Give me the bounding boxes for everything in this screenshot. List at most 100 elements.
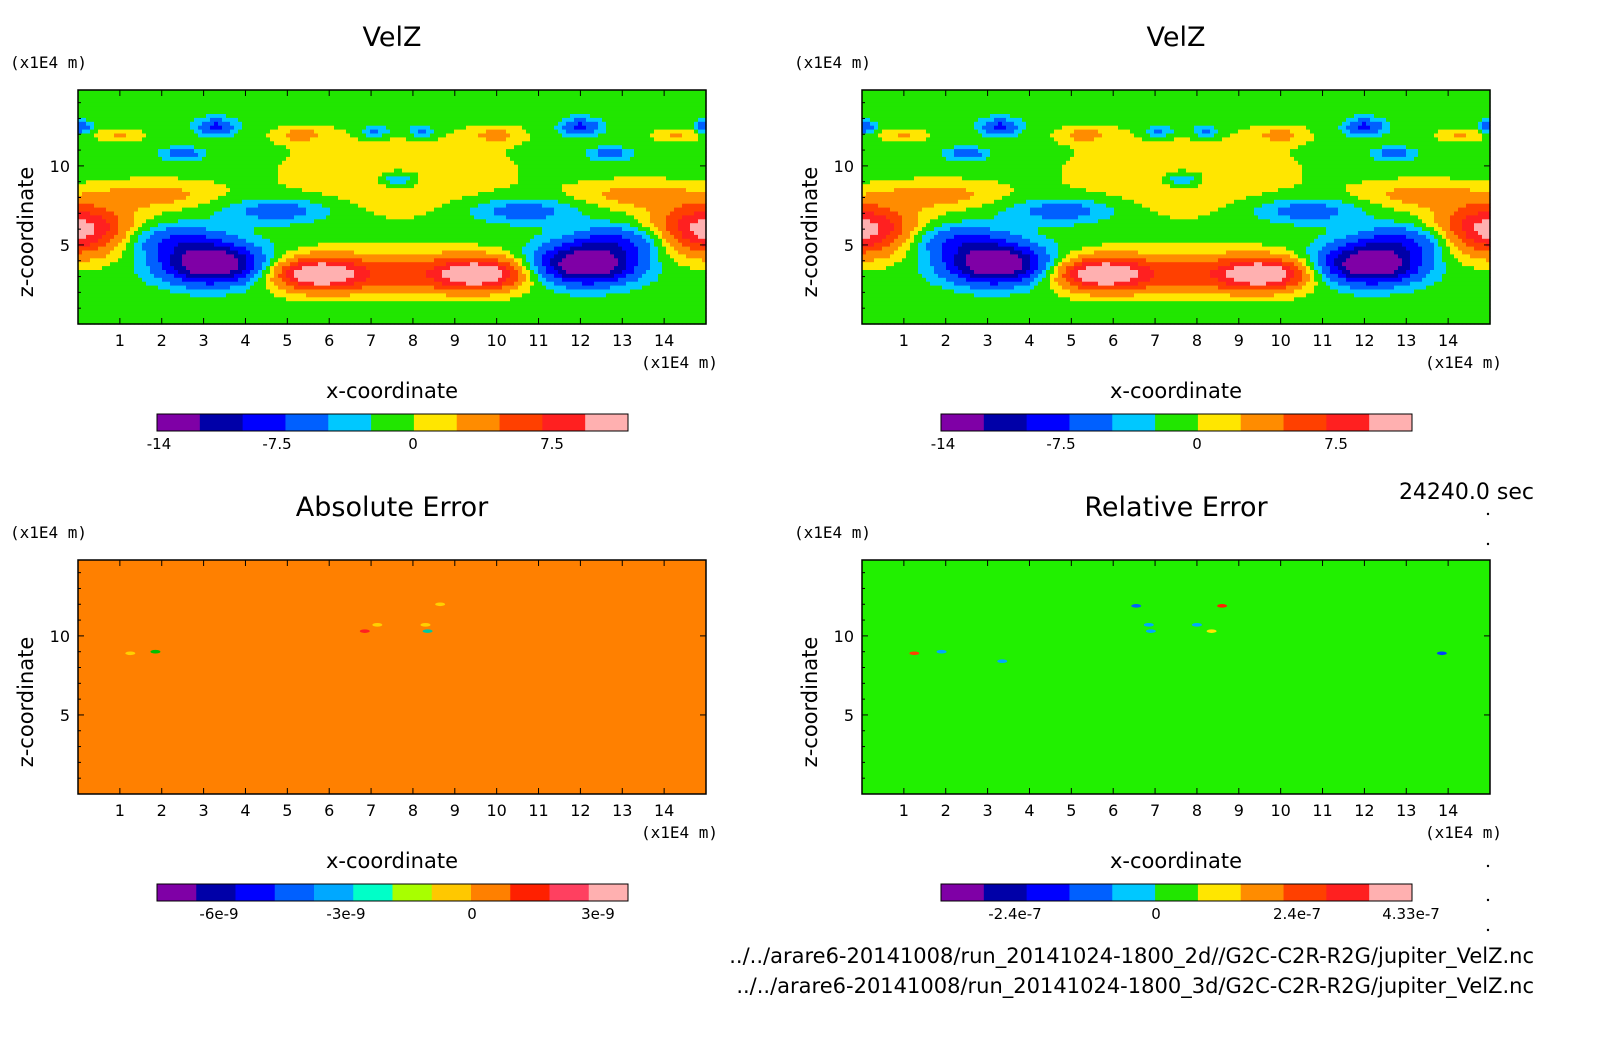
contour-cell xyxy=(198,234,203,239)
contour-cell xyxy=(134,109,139,114)
contour-cell xyxy=(374,191,379,196)
contour-cell xyxy=(294,168,299,173)
contour-cell xyxy=(86,171,91,177)
contour-cell xyxy=(302,168,307,173)
contour-cell xyxy=(234,226,239,231)
contour-cell xyxy=(306,125,311,130)
contour-cell xyxy=(246,214,251,220)
contour-cell xyxy=(230,308,235,313)
contour-cell xyxy=(222,214,227,220)
contour-cell xyxy=(382,273,387,278)
contour-cell xyxy=(306,261,311,267)
contour-cell xyxy=(278,97,283,103)
contour-cell xyxy=(110,265,115,270)
contour-cell xyxy=(346,152,351,157)
contour-cell xyxy=(398,109,403,114)
contour-cell xyxy=(294,125,299,130)
contour-cell xyxy=(322,199,327,204)
contour-cell xyxy=(326,203,331,208)
contour-cell xyxy=(350,320,355,325)
contour-cell xyxy=(306,234,311,239)
contour-cell xyxy=(218,160,223,165)
contour-cell xyxy=(290,273,295,278)
contour-cell xyxy=(354,121,359,126)
contour-cell xyxy=(142,97,147,103)
contour-cell xyxy=(162,179,167,185)
contour-cell xyxy=(238,316,243,321)
contour-cell xyxy=(130,140,135,146)
contour-cell xyxy=(354,246,359,251)
contour-cell xyxy=(182,160,187,165)
contour-cell xyxy=(114,230,119,235)
contour-cell xyxy=(370,285,375,290)
contour-cell xyxy=(222,121,227,126)
contour-cell xyxy=(86,152,91,157)
contour-cell xyxy=(298,269,303,274)
contour-cell xyxy=(254,230,259,235)
contour-cell xyxy=(254,171,259,177)
contour-cell xyxy=(150,316,155,321)
contour-cell xyxy=(170,171,175,177)
contour-cell xyxy=(162,168,167,173)
contour-cell xyxy=(282,296,287,302)
contour-cell xyxy=(250,183,255,189)
contour-cell xyxy=(134,296,139,302)
contour-cell xyxy=(146,90,151,95)
contour-cell xyxy=(102,144,107,150)
contour-cell xyxy=(302,113,307,118)
contour-cell xyxy=(194,238,199,243)
contour-cell xyxy=(206,281,211,286)
contour-cell xyxy=(178,214,183,220)
contour-cell xyxy=(306,171,311,177)
contour-cell xyxy=(238,210,243,216)
contour-cell xyxy=(366,214,371,220)
contour-cell xyxy=(290,117,295,122)
contour-cell xyxy=(150,246,155,251)
contour-cell xyxy=(214,156,219,161)
contour-cell xyxy=(98,144,103,150)
contour-cell xyxy=(162,304,167,309)
contour-cell xyxy=(218,246,223,251)
contour-cell xyxy=(86,285,91,290)
contour-cell xyxy=(142,210,147,216)
contour-cell xyxy=(226,109,231,114)
contour-cell xyxy=(242,320,247,325)
contour-cell xyxy=(402,160,407,165)
contour-cell xyxy=(306,218,311,224)
contour-cell xyxy=(234,277,239,282)
contour-cell xyxy=(306,195,311,200)
contour-cell xyxy=(266,218,271,224)
contour-cell xyxy=(326,316,331,321)
contour-cell xyxy=(90,222,95,228)
contour-cell xyxy=(238,296,243,302)
contour-cell xyxy=(254,300,259,306)
contour-cell xyxy=(222,238,227,243)
contour-cell xyxy=(246,195,251,200)
contour-cell xyxy=(94,105,99,111)
contour-cell xyxy=(374,97,379,103)
contour-cell xyxy=(342,156,347,161)
contour-cell xyxy=(182,210,187,216)
contour-cell xyxy=(322,249,327,255)
contour-cell xyxy=(86,246,91,251)
contour-cell xyxy=(114,136,119,142)
contour-cell xyxy=(358,312,363,317)
contour-cell xyxy=(122,249,127,255)
contour-cell xyxy=(194,320,199,325)
contour-cell xyxy=(130,234,135,239)
contour-cell xyxy=(394,191,399,196)
contour-cell xyxy=(122,269,127,274)
contour-cell xyxy=(258,214,263,220)
contour-cell xyxy=(338,222,343,228)
contour-cell xyxy=(106,195,111,200)
contour-cell xyxy=(374,242,379,247)
contour-cell xyxy=(158,312,163,317)
contour-cell xyxy=(386,277,391,282)
contour-cell xyxy=(302,218,307,224)
contour-cell xyxy=(370,97,375,103)
contour-cell xyxy=(210,132,215,138)
contour-cell xyxy=(98,265,103,270)
contour-cell xyxy=(278,316,283,321)
contour-cell xyxy=(218,210,223,216)
contour-cell xyxy=(146,257,151,263)
